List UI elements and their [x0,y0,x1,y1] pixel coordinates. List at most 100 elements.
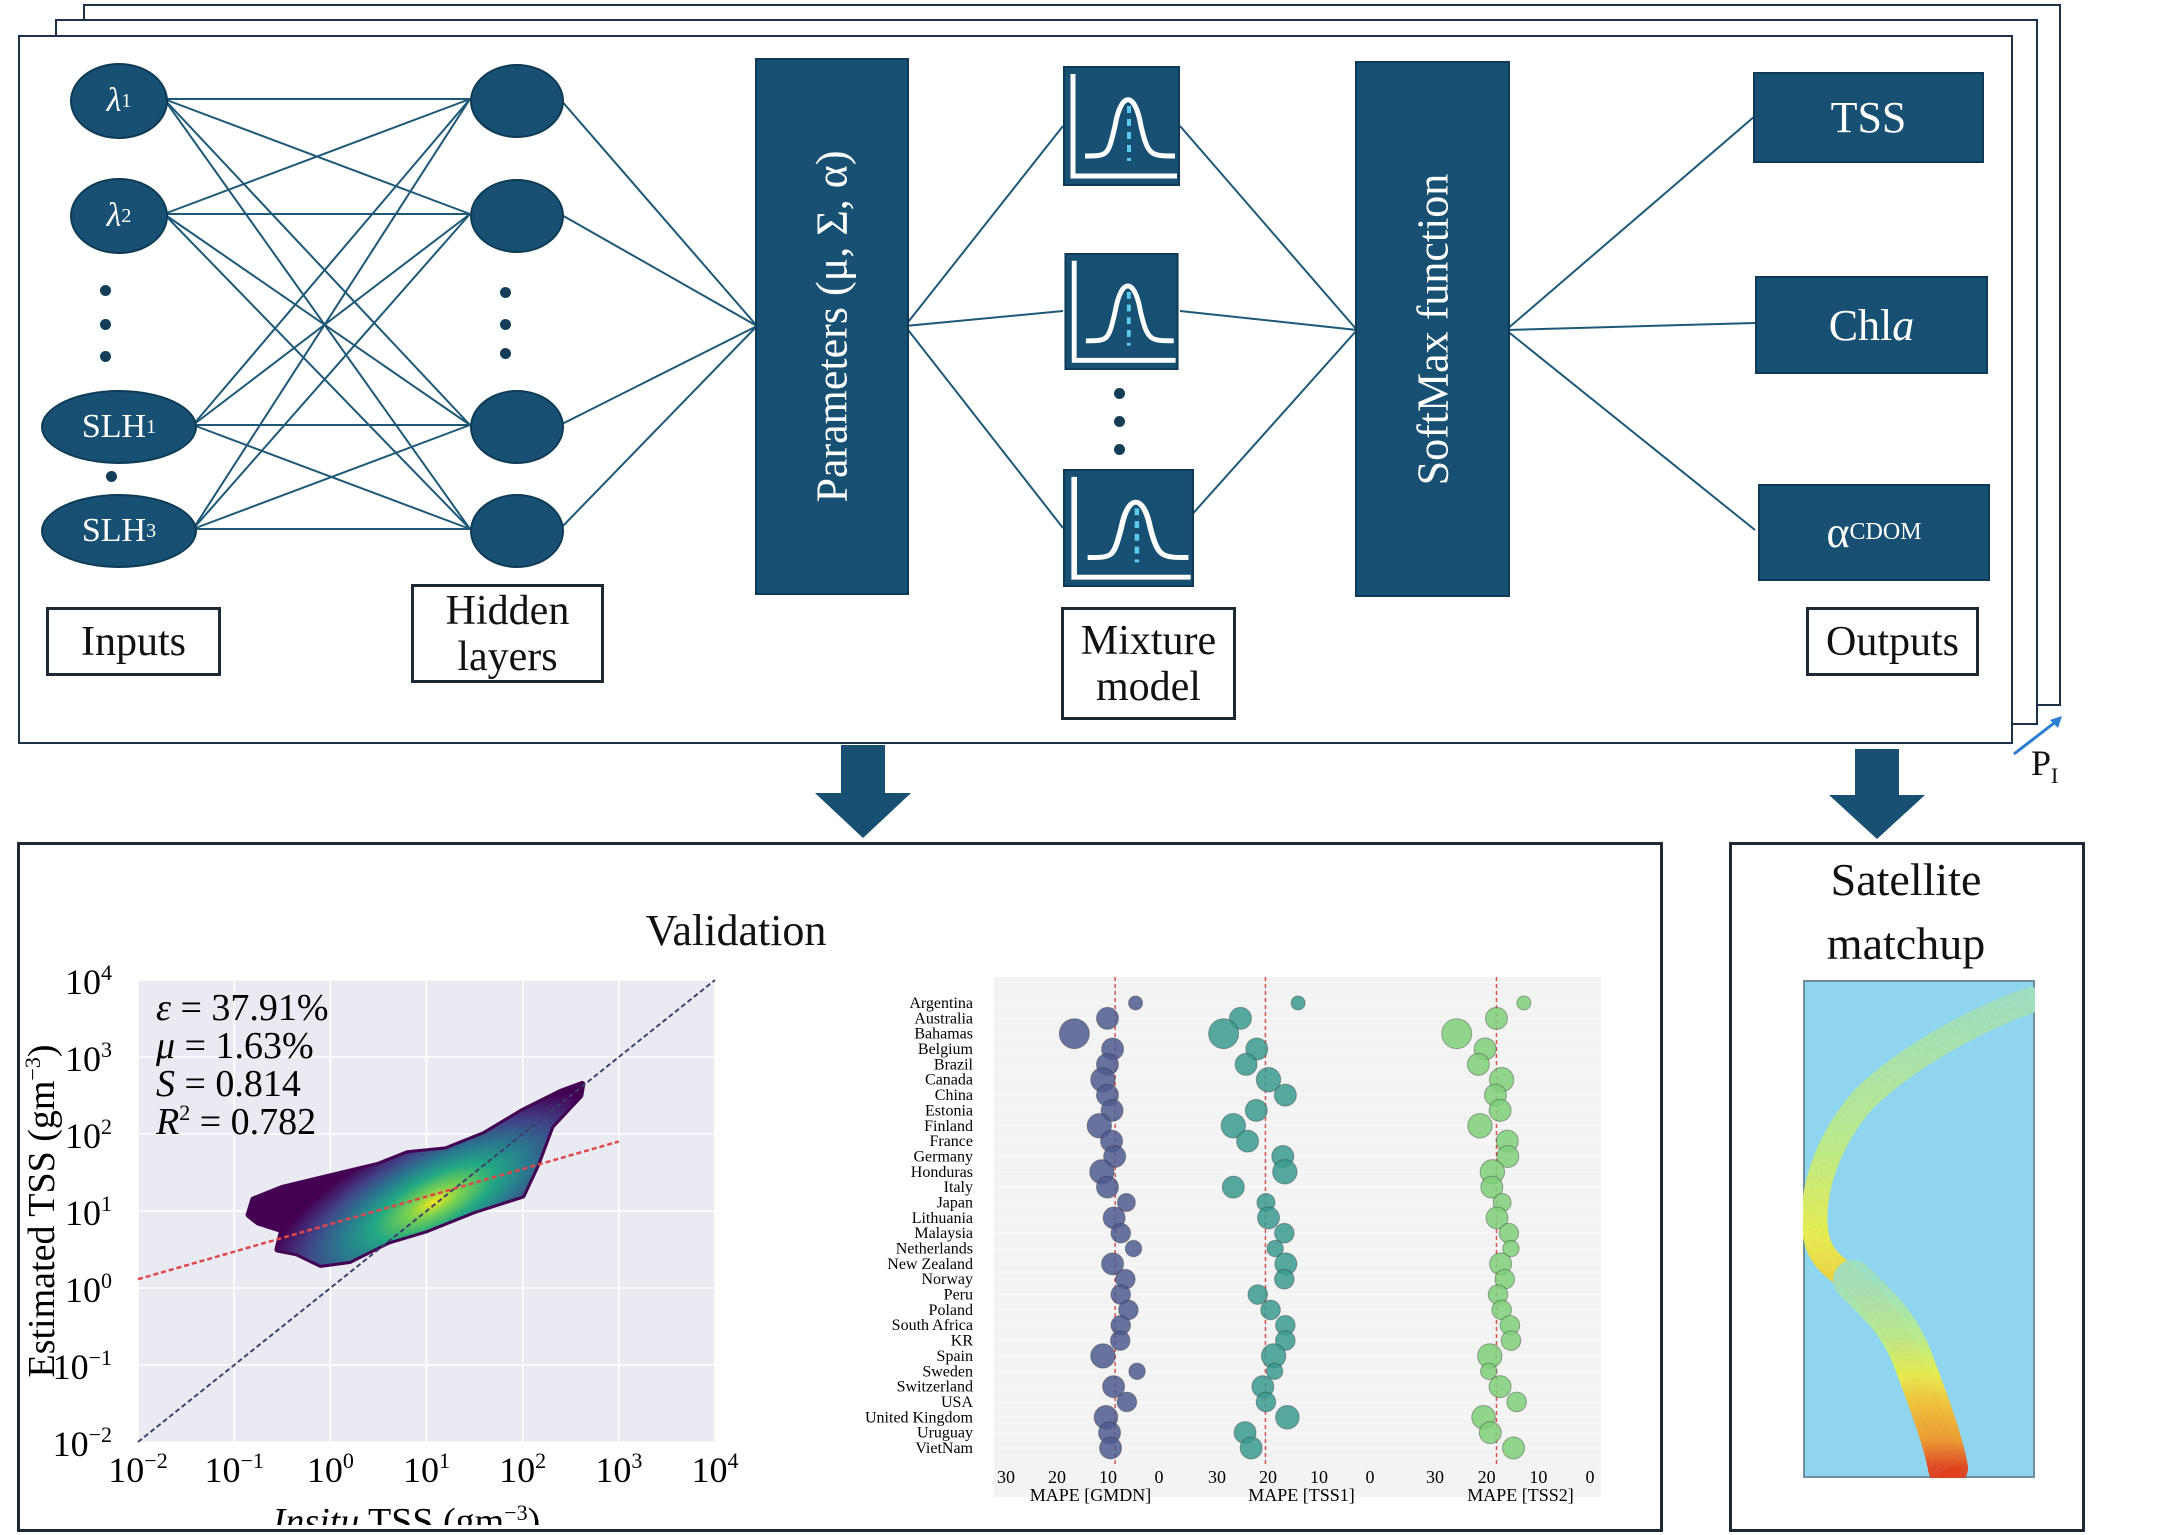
output-acdom-sub: CDOM [1849,519,1922,545]
connection-line [1505,115,1756,331]
hidden-node [470,390,564,464]
data-point [1103,1144,1127,1168]
connection-line [1505,322,1756,331]
input-node-label: λ [106,82,122,119]
country-label: Finland [924,1118,973,1135]
ellipsis-dot [1114,444,1125,455]
country-label: France [929,1133,973,1150]
data-point [1502,1436,1526,1460]
connection-line [1505,329,1756,531]
stat-label: ε = 37.91% [156,987,329,1029]
country-label: Bahamas [914,1026,973,1043]
connection-line [1179,125,1358,331]
stat-label: S = 0.814 [156,1063,301,1105]
stat-label: R2 = 0.782 [155,1100,316,1143]
data-point [1265,1362,1284,1380]
x-tick-label: 0 [1155,1467,1164,1487]
data-point [1480,1175,1504,1199]
data-point [1502,1239,1520,1258]
country-label: New Zealand [887,1256,973,1273]
x-tick-label: 20 [1259,1467,1277,1487]
y-tick-label: 10−1 [53,1345,112,1387]
gaussian-distribution-icon [1064,253,1179,370]
ellipsis-dot [106,471,117,482]
country-label: Lithuania [912,1210,973,1227]
fit-line [137,1140,620,1281]
data-point [1236,1129,1260,1153]
stack-arrow-icon [2013,716,2062,756]
density-core [263,1093,583,1265]
data-point [1058,1018,1090,1050]
output-chla-italic: a [1892,300,1915,350]
connection-line [192,213,471,426]
connection-line [559,98,758,327]
x-axis-label: MAPE [GMDN] [1030,1485,1152,1505]
data-point [1116,1192,1136,1212]
connection-line [559,325,758,530]
connection-line [163,98,471,215]
architecture-frame [18,35,2013,744]
network-connections [163,98,1756,531]
data-point [1516,995,1532,1011]
data-point [1273,1083,1297,1107]
stack-label-sub: I [2051,763,2059,789]
x-tick-label: 102 [499,1448,546,1490]
input-node-slh1: SLH 1 [41,390,197,464]
ellipsis-dot [500,319,511,330]
x-tick-label: 30 [1208,1467,1226,1487]
connection-line [192,98,471,530]
country-label: Italy [944,1179,973,1196]
data-point [1496,1144,1520,1168]
ellipsis-dot [1114,416,1125,427]
output-tss: TSS [1753,72,1984,163]
data-point [1478,1421,1502,1445]
x-tick-label: 0 [1586,1467,1595,1487]
satellite-tss-map [1803,980,2035,1478]
ellipsis-dot [100,319,111,330]
satellite-title-line2: matchup [1826,918,1986,969]
x-tick-label: 104 [692,1448,739,1490]
mixture-label-line2: model [1096,663,1201,710]
country-label: VietNam [915,1440,973,1457]
y-tick-label: 104 [65,960,112,1002]
data-point [1099,1436,1123,1460]
data-point [1467,1113,1493,1139]
data-point [1109,1330,1131,1351]
input-node-label: SLH [81,408,147,445]
country-label: Brazil [934,1056,974,1073]
density-gradient-group [263,1093,583,1265]
x-axis-label: MAPE [TSS2] [1467,1485,1574,1505]
data-point [1095,1006,1119,1030]
ellipsis-dot [100,351,111,362]
y-tick-label: 101 [65,1191,112,1233]
data-point [1101,1252,1125,1276]
hidden-node [470,179,564,253]
gaussian-distribution-icon [1063,66,1180,186]
input-node-label: λ [106,197,122,234]
x-tick-label: 20 [1478,1467,1496,1487]
data-point [1100,1098,1124,1122]
hidden-node [470,494,564,568]
country-label: USA [941,1394,973,1411]
satellite-title: Satellite matchup [1729,848,2083,976]
output-chla: Chl a [1755,276,1988,374]
data-point [1255,1067,1282,1093]
country-label: Switzerland [897,1379,973,1396]
stack-label: PI [2031,742,2058,789]
data-point [1275,1330,1296,1351]
data-point [1266,1239,1284,1258]
hidden-label-line2: layers [457,633,558,680]
hidden-label-line1: Hidden [445,587,570,634]
outputs-label: Outputs [1806,607,1979,676]
data-point [1274,1222,1295,1244]
softmax-box: SoftMax function [1355,61,1510,597]
data-point [1128,995,1144,1011]
x-tick-label: 30 [1426,1467,1444,1487]
data-point [1484,1006,1508,1030]
input-node-sub: 3 [146,519,157,542]
data-point [1239,1436,1263,1460]
input-node-sub: 1 [121,89,132,112]
y-tick-label: 102 [65,1114,112,1156]
country-label: Netherlands [896,1241,973,1258]
country-label: Belgium [918,1041,974,1058]
